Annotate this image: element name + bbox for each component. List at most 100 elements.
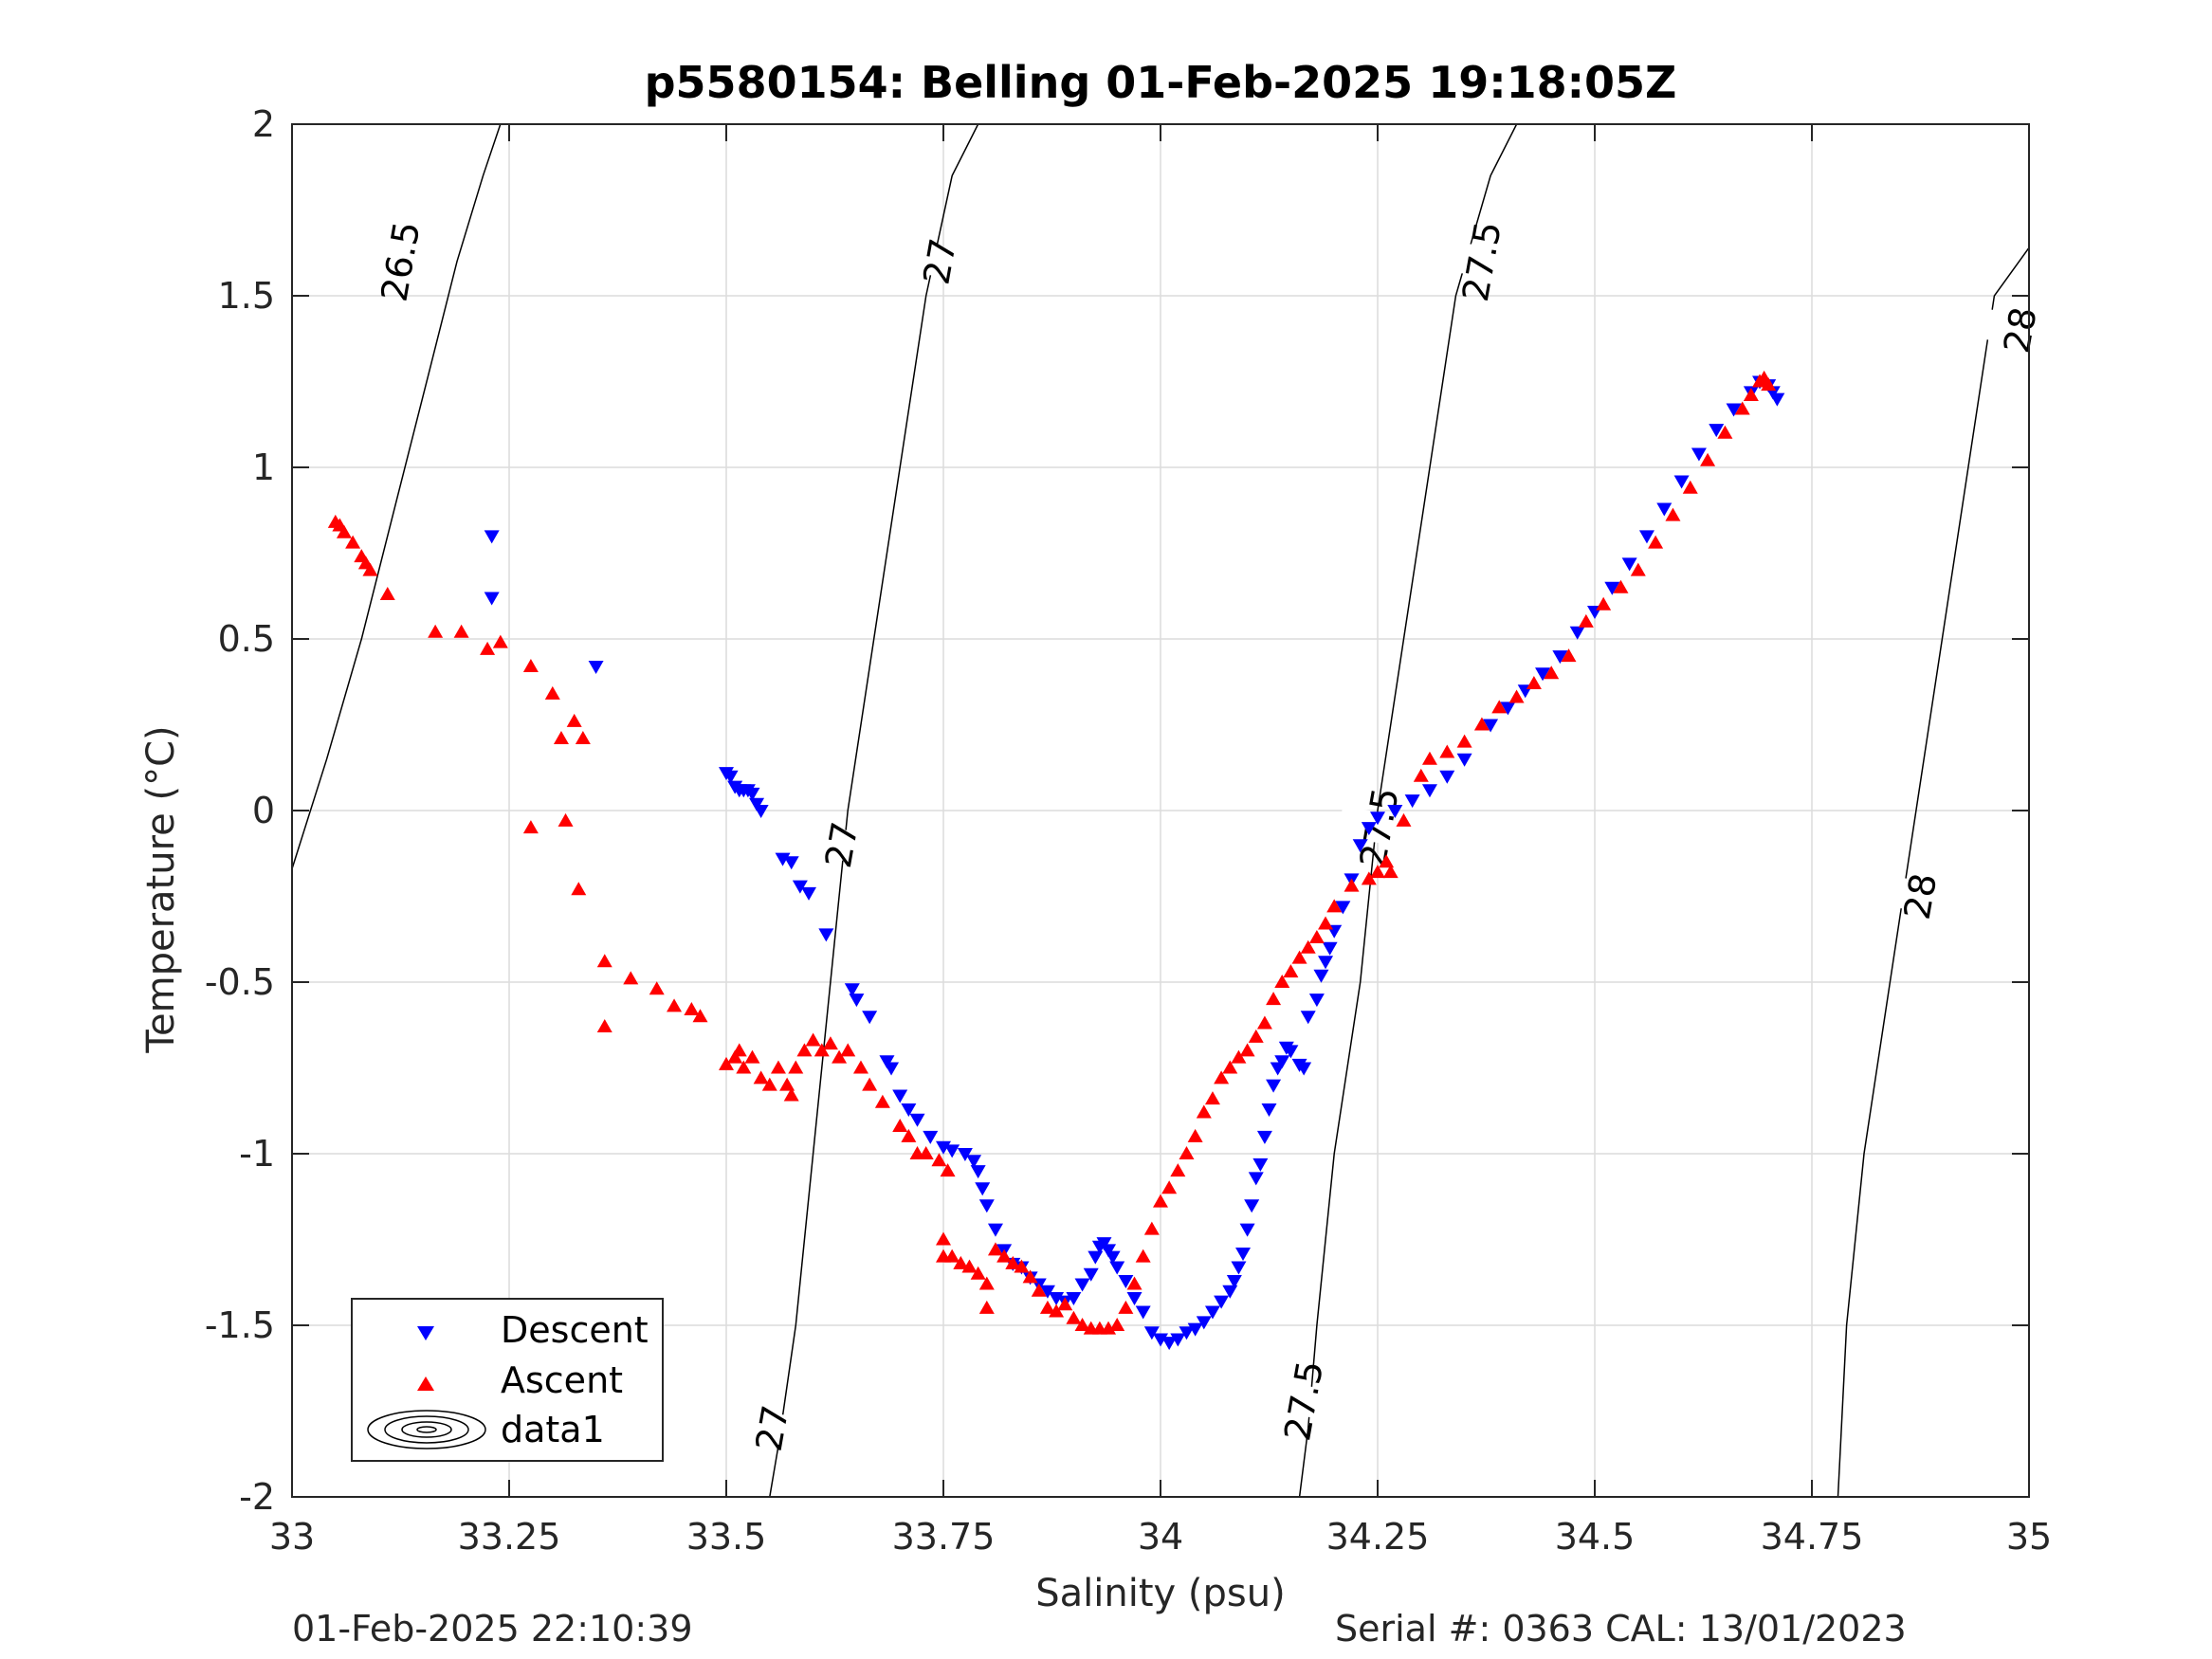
descent-marker <box>1322 941 1338 956</box>
ascent-marker <box>1074 1318 1090 1331</box>
y-axis-label: Temperature (°C) <box>139 725 183 1053</box>
ascent-marker <box>1734 401 1750 415</box>
descent-marker <box>484 592 500 606</box>
ascent-marker <box>492 634 508 648</box>
descent-marker <box>1261 1103 1277 1117</box>
y-tick-label: 2 <box>252 103 275 145</box>
descent-marker <box>1153 1333 1168 1347</box>
ascent-marker <box>1283 964 1299 978</box>
ascent-marker <box>1143 1221 1160 1235</box>
ascent-marker <box>1700 452 1716 466</box>
descent-marker <box>484 530 500 544</box>
ascent-marker <box>832 1049 848 1064</box>
ascent-marker <box>1153 1194 1168 1208</box>
x-tick-label: 33 <box>269 1516 315 1558</box>
descent-marker <box>749 797 765 811</box>
data-markers <box>327 370 1785 1351</box>
legend-box <box>351 1298 664 1462</box>
x-tick-label: 34.75 <box>1761 1516 1864 1558</box>
ascent-marker <box>1508 689 1525 703</box>
ascent-marker <box>1291 950 1307 964</box>
ascent-marker <box>1066 1310 1082 1324</box>
ascent-marker <box>1049 1304 1065 1318</box>
descent-marker <box>1066 1292 1082 1306</box>
ascent-marker <box>736 1060 752 1074</box>
descent-marker <box>1143 1326 1160 1340</box>
descent-marker <box>1083 1267 1099 1282</box>
x-tick-label: 35 <box>2006 1516 2052 1558</box>
descent-marker <box>1361 822 1377 836</box>
ascent-marker <box>1022 1269 1038 1284</box>
descent-marker <box>744 787 760 801</box>
footer-timestamp: 01-Feb-2025 22:10:39 <box>292 1608 693 1650</box>
ascent-marker <box>1179 1146 1195 1159</box>
descent-marker <box>1231 1261 1247 1275</box>
ascent-marker <box>901 1128 917 1142</box>
descent-marker <box>1187 1322 1203 1337</box>
descent-marker <box>1226 1274 1242 1288</box>
descent-marker <box>1709 424 1725 438</box>
ascent-marker <box>796 1043 813 1057</box>
legend-ascent-label: Ascent <box>501 1359 623 1401</box>
descent-marker <box>818 928 834 942</box>
descent-marker <box>1222 1285 1238 1299</box>
ascent-marker <box>1109 1318 1125 1331</box>
descent-marker <box>1179 1326 1195 1340</box>
ascent-marker <box>1308 929 1325 943</box>
descent-marker <box>783 856 799 870</box>
ascent-marker <box>1578 613 1594 628</box>
y-tick-label: -2 <box>239 1476 275 1518</box>
descent-marker <box>1318 956 1334 970</box>
descent-marker <box>722 770 739 784</box>
descent-marker <box>1283 1045 1299 1059</box>
contour-label-background <box>1878 874 1963 919</box>
ascent-marker <box>1126 1276 1143 1290</box>
descent-marker <box>849 994 865 1008</box>
ascent-marker <box>970 1266 986 1280</box>
ascent-marker <box>596 954 612 968</box>
ascent-marker <box>1266 992 1282 1006</box>
ascent-marker <box>744 1049 760 1064</box>
descent-marker <box>1161 1337 1178 1351</box>
contour-label: 28 <box>1996 304 2045 356</box>
descent-marker <box>1266 1079 1282 1093</box>
contour-label: 27 <box>817 819 867 871</box>
ascent-marker <box>779 1077 795 1091</box>
ascent-marker <box>852 1060 868 1074</box>
ascent-marker <box>480 641 496 655</box>
ascent-marker <box>1648 535 1664 549</box>
descent-marker <box>801 886 817 901</box>
ascent-marker <box>522 820 539 834</box>
descent-marker <box>1456 753 1472 767</box>
descent-marker <box>1170 1333 1186 1347</box>
descent-marker <box>1352 839 1368 853</box>
descent-marker <box>1370 811 1385 826</box>
grid-lines <box>292 124 2029 1497</box>
descent-marker <box>1621 557 1637 572</box>
descent-marker <box>944 1144 960 1158</box>
descent-marker <box>588 660 604 674</box>
legend-descent-label: Descent <box>501 1309 649 1351</box>
ascent-marker <box>1665 507 1681 521</box>
ascent-marker <box>692 1009 708 1023</box>
descent-marker <box>1673 475 1690 489</box>
chart-title: p5580154: Belling 01-Feb-2025 19:18:05Z <box>645 57 1677 108</box>
descent-marker <box>936 1140 951 1155</box>
descent-marker <box>1300 1011 1316 1025</box>
descent-marker <box>1404 794 1420 809</box>
descent-marker <box>1552 650 1568 665</box>
descent-marker <box>1335 901 1351 915</box>
contour-label-background <box>1439 239 1525 283</box>
descent-marker <box>1256 1130 1272 1144</box>
descent-marker <box>1500 702 1516 716</box>
descent-series <box>484 375 1785 1351</box>
ascent-marker <box>345 535 361 549</box>
ascent-marker <box>953 1255 969 1269</box>
ascent-marker <box>978 1276 995 1290</box>
descent-marker <box>1313 969 1329 983</box>
ascent-marker <box>1214 1070 1230 1085</box>
ascent-marker <box>892 1119 908 1133</box>
x-tick-label: 33.75 <box>892 1516 996 1558</box>
